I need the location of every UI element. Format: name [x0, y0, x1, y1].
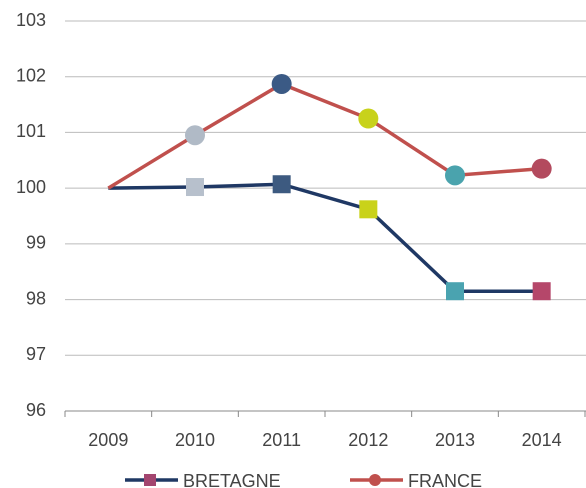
- legend-marker: [369, 474, 381, 486]
- y-tick-label: 98: [26, 288, 46, 308]
- y-tick-label: 99: [26, 233, 46, 253]
- data-point: [359, 200, 378, 219]
- x-tick-label: 2010: [175, 430, 215, 450]
- legend-marker: [144, 474, 156, 486]
- legend-label: BRETAGNE: [183, 471, 281, 488]
- x-tick-label: 2014: [522, 430, 562, 450]
- y-tick-label: 101: [16, 121, 46, 141]
- data-point: [532, 282, 551, 301]
- data-point: [446, 282, 464, 301]
- y-tick-label: 100: [16, 177, 46, 197]
- x-tick-label: 2012: [348, 430, 388, 450]
- data-point: [445, 165, 465, 186]
- series-line: [108, 182, 542, 293]
- data-point: [358, 108, 379, 129]
- data-point: [272, 175, 291, 194]
- series-line: [107, 82, 542, 190]
- x-tick-label: 2011: [262, 430, 301, 450]
- y-tick-label: 103: [16, 10, 46, 30]
- legend-label: FRANCE: [408, 471, 482, 488]
- y-tick-label: 97: [26, 344, 46, 364]
- data-point: [186, 178, 204, 197]
- y-tick-label: 96: [26, 400, 46, 420]
- x-tick-label: 2009: [88, 430, 128, 450]
- data-point: [185, 125, 205, 146]
- x-tick-label: 2013: [435, 430, 475, 450]
- y-tick-label: 102: [16, 65, 46, 85]
- data-point: [271, 73, 292, 94]
- data-point: [531, 158, 552, 179]
